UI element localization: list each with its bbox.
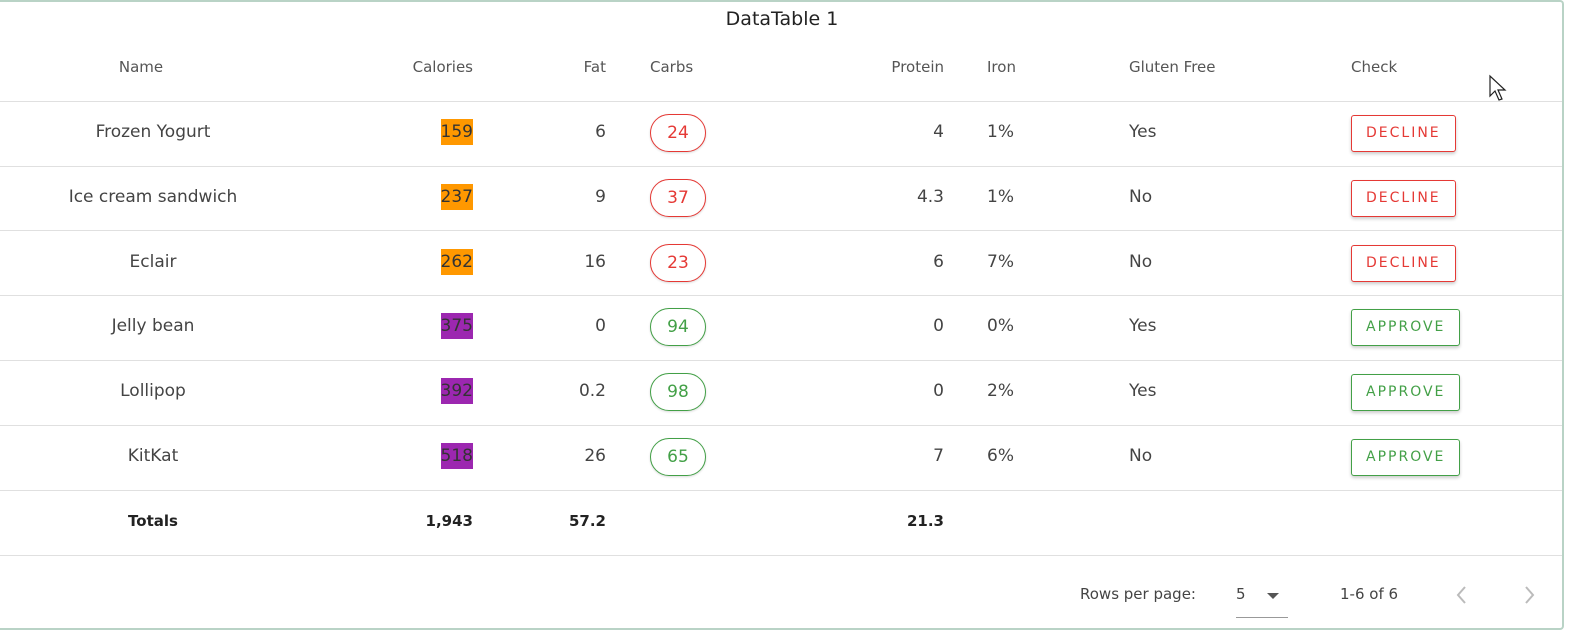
cell-calories: 159 xyxy=(413,119,473,145)
cell-calories: 262 xyxy=(413,248,473,275)
row-divider xyxy=(0,425,1562,426)
cell-iron: 6% xyxy=(987,446,1014,466)
row-divider xyxy=(0,555,1562,556)
cell-gluten-free: No xyxy=(1129,186,1153,207)
column-header: Iron xyxy=(987,58,1016,76)
calories-highlight: 159 xyxy=(440,119,473,145)
carbs-chip: 98 xyxy=(650,373,706,412)
cell-name: Ice cream sandwich xyxy=(68,186,238,207)
calories-highlight: 392 xyxy=(440,378,473,405)
column-header: Calories xyxy=(412,58,473,76)
cell-protein: 0 xyxy=(933,381,944,402)
page-range: 1-6 of 6 xyxy=(1340,585,1399,603)
cell-fat: 0 xyxy=(595,316,606,337)
check-button[interactable]: APPROVE xyxy=(1351,439,1461,476)
cell-calories: 237 xyxy=(413,183,473,210)
check-button[interactable]: DECLINE xyxy=(1351,179,1456,217)
cell-name: Frozen Yogurt xyxy=(95,122,211,142)
cell-iron: 7% xyxy=(987,251,1014,272)
dropdown-arrow xyxy=(1267,593,1279,599)
cell-fat: 0.2 xyxy=(578,381,606,402)
table-title: DataTable 1 xyxy=(725,8,839,30)
row-divider xyxy=(0,295,1562,296)
calories-highlight: 375 xyxy=(440,313,473,340)
cell-fat: 16 xyxy=(584,251,606,272)
column-header: Fat xyxy=(583,58,606,76)
carbs-chip: 23 xyxy=(650,243,706,282)
totals-protein: 21.3 xyxy=(906,512,944,530)
prev-page[interactable] xyxy=(1452,584,1472,606)
next-page[interactable] xyxy=(1519,584,1539,606)
cell-protein: 4 xyxy=(933,122,944,142)
check-button[interactable]: APPROVE xyxy=(1351,374,1461,412)
cell-gluten-free: Yes xyxy=(1129,122,1157,142)
cell-protein: 6 xyxy=(933,251,944,272)
column-header: Protein xyxy=(891,58,944,76)
row-divider xyxy=(0,101,1562,102)
row-divider xyxy=(0,166,1562,167)
cell-protein: 4.3 xyxy=(916,186,944,207)
calories-highlight: 237 xyxy=(440,183,473,210)
cell-gluten-free: No xyxy=(1129,446,1153,466)
carbs-chip: 65 xyxy=(650,438,706,476)
cell-iron: 1% xyxy=(987,122,1014,142)
cell-fat: 26 xyxy=(584,446,606,466)
check-button[interactable]: DECLINE xyxy=(1351,244,1456,282)
cell-fat: 9 xyxy=(595,186,606,207)
cell-gluten-free: Yes xyxy=(1129,381,1157,402)
check-button[interactable]: DECLINE xyxy=(1351,115,1456,152)
carbs-chip: 94 xyxy=(650,308,706,347)
cell-calories: 375 xyxy=(413,313,473,340)
cell-calories: 392 xyxy=(413,378,473,405)
cell-iron: 2% xyxy=(987,381,1014,402)
column-header: Name xyxy=(118,58,164,76)
row-divider xyxy=(0,230,1562,231)
totals-label: Totals xyxy=(128,512,178,530)
calories-highlight: 262 xyxy=(440,248,473,275)
cell-gluten-free: No xyxy=(1129,251,1153,272)
rows-per-page-select[interactable]: 5 xyxy=(1236,585,1288,618)
totals-calories: 1,943 xyxy=(425,512,473,530)
column-header: Check xyxy=(1351,58,1398,76)
cell-fat: 6 xyxy=(595,122,606,142)
carbs-chip: 24 xyxy=(650,114,706,152)
carbs-chip: 37 xyxy=(650,178,706,217)
cell-protein: 0 xyxy=(933,316,944,337)
rows-per-page-label: Rows per page: xyxy=(1080,585,1196,603)
cell-name: Lollipop xyxy=(120,381,186,402)
cell-iron: 0% xyxy=(987,316,1014,337)
check-button[interactable]: APPROVE xyxy=(1351,309,1461,347)
cell-calories: 518 xyxy=(413,443,473,469)
cell-name: KitKat xyxy=(127,446,179,466)
row-divider xyxy=(0,360,1562,361)
cell-name: Eclair xyxy=(129,251,177,272)
cell-iron: 1% xyxy=(987,186,1014,207)
totals-fat: 57.2 xyxy=(568,512,606,530)
column-header: Gluten Free xyxy=(1129,58,1216,76)
mouse-cursor xyxy=(1489,74,1507,101)
cell-gluten-free: Yes xyxy=(1129,316,1157,337)
calories-highlight: 518 xyxy=(440,443,473,469)
cell-protein: 7 xyxy=(933,446,944,466)
rows-per-page-value: 5 xyxy=(1236,585,1246,603)
cell-name: Jelly bean xyxy=(111,316,195,337)
row-divider xyxy=(0,490,1562,491)
column-header: Carbs xyxy=(650,58,694,76)
